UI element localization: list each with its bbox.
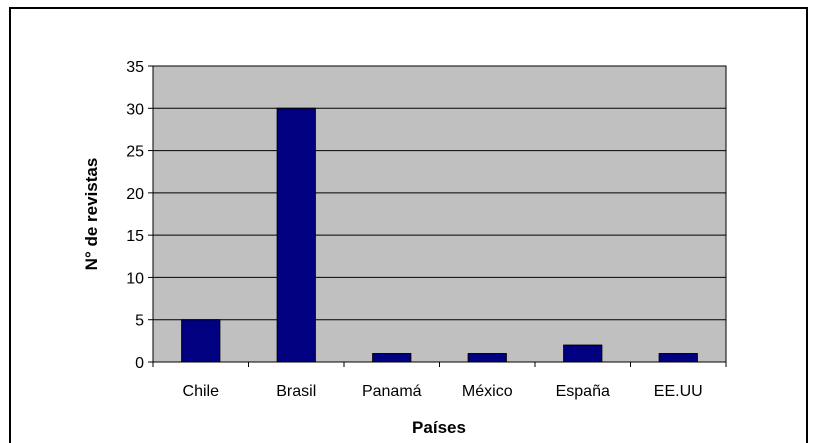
bar-m-xico [467, 353, 507, 363]
plot-area [152, 65, 727, 363]
x-tick-label: EE.UU [654, 383, 703, 400]
x-tick-label: España [556, 383, 610, 400]
x-ticks: Chile Brasil Panamá México España EE.UU [152, 362, 727, 400]
y-tick-label: 35 [126, 59, 144, 76]
bar-espa-a [563, 344, 603, 363]
y-tick-label: 5 [135, 313, 144, 330]
gridlines [153, 107, 726, 321]
x-axis-title: Países [412, 418, 466, 437]
x-tick-label: Panamá [362, 383, 422, 400]
y-tick-label: 0 [135, 355, 144, 372]
bar-chile [181, 319, 221, 363]
bar-panam- [372, 353, 412, 363]
bar-ee-uu [658, 353, 698, 363]
y-axis-title: N° de revistas [82, 158, 101, 271]
x-tick-label: México [462, 383, 513, 400]
bars [181, 107, 698, 363]
y-tick-label: 25 [126, 144, 144, 161]
y-tick-label: 30 [126, 101, 144, 118]
x-tick-label: Brasil [276, 383, 316, 400]
y-tick-label: 20 [126, 186, 144, 203]
y-ticks: 0 5 10 15 20 25 30 35 [126, 59, 153, 372]
y-tick-label: 15 [126, 228, 144, 245]
bar-brasil [276, 107, 316, 363]
x-tick-label: Chile [183, 383, 220, 400]
y-tick-label: 10 [126, 270, 144, 287]
